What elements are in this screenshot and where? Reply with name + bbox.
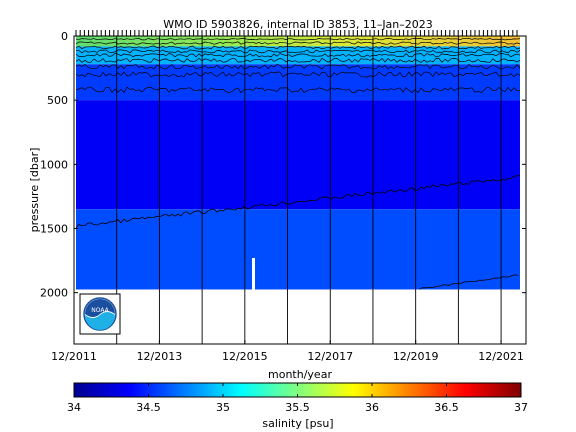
x-tick-label: 12/2021 xyxy=(478,350,524,363)
colorbar-tick-label: 34 xyxy=(67,401,81,414)
plot-area xyxy=(74,36,526,344)
year-gridlines xyxy=(116,36,502,344)
colorbar-tick-label: 35 xyxy=(216,401,230,414)
salinity-layer-3 xyxy=(76,100,520,210)
colorbar-tick-label: 35.5 xyxy=(285,401,310,414)
x-tick-label: 12/2019 xyxy=(393,350,439,363)
contour-line-deep xyxy=(75,175,521,228)
contour-line-5 xyxy=(75,57,521,63)
y-tick-label: 1000 xyxy=(40,158,68,171)
x-axis: 12/2011 12/2013 12/2015 12/2017 12/2019 12/20… xyxy=(51,340,524,363)
x-tick-label: 12/2015 xyxy=(222,350,268,363)
salinity-layer-2 xyxy=(76,64,520,101)
colorbar-tick-label: 36 xyxy=(365,401,379,414)
colorbar-tick-label: 34.5 xyxy=(136,401,161,414)
salinity-layers xyxy=(76,36,520,290)
contour-line-2 xyxy=(75,45,521,50)
y-tick-label: 2000 xyxy=(40,287,68,300)
contour-line-3 xyxy=(76,49,521,54)
data-gap-spike xyxy=(252,258,255,292)
contour-line-0 xyxy=(75,38,521,41)
x-tick-label: 12/2017 xyxy=(307,350,353,363)
colorbar-ticks: 34 34.5 35 35.5 36 36.5 37 xyxy=(67,383,528,414)
colorbar-label: salinity [psu] xyxy=(262,417,333,430)
contour-line-8 xyxy=(75,86,521,94)
profile-markers xyxy=(75,30,518,36)
y-tick-label: 1500 xyxy=(40,223,68,236)
chart-title: WMO ID 5903826, internal ID 3853, 11–Jan… xyxy=(163,18,433,31)
y-tick-label: 500 xyxy=(47,94,68,107)
x-tick-label: 12/2011 xyxy=(51,350,97,363)
contour-line-6 xyxy=(75,64,521,70)
plot-frame xyxy=(73,35,527,345)
salinity-layer-1 xyxy=(76,46,520,65)
salinity-contours xyxy=(75,38,521,290)
colorbar-tick-label: 36.5 xyxy=(434,401,459,414)
colorbar-tick-label: 37 xyxy=(514,401,528,414)
y-axis: 0 500 1000 1500 2000 xyxy=(40,30,526,300)
salinity-layer-4 xyxy=(76,209,520,290)
surface-layer-band xyxy=(76,36,520,47)
contour-line-1 xyxy=(75,41,521,45)
y-axis-label: pressure [dbar] xyxy=(28,148,41,233)
svg-text:NOAA: NOAA xyxy=(91,307,109,314)
y-tick-label: 0 xyxy=(61,30,68,43)
x-tick-label: 12/2013 xyxy=(137,350,183,363)
contour-line-7 xyxy=(75,71,521,78)
contour-line-bottom xyxy=(419,274,519,290)
contour-line-4 xyxy=(75,53,521,58)
noaa-logo: NOAA xyxy=(79,293,121,335)
x-axis-label: month/year xyxy=(268,368,332,381)
